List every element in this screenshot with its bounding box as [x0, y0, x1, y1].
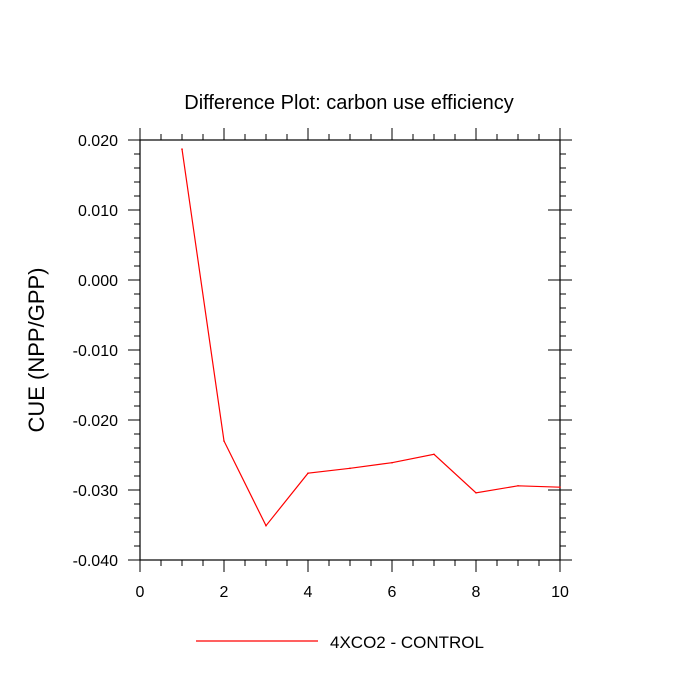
data-point [349, 467, 351, 470]
x-tick-label: 10 [551, 584, 569, 601]
data-point [181, 148, 183, 150]
y-tick-label: 0.000 [78, 273, 118, 290]
x-tick-label: 6 [388, 584, 397, 601]
data-point [391, 461, 393, 464]
y-tick-label: -0.030 [73, 483, 118, 500]
y-tick-label: 0.020 [78, 133, 118, 150]
data-point [475, 492, 477, 494]
series-line [181, 149, 561, 527]
series-layer [181, 148, 561, 527]
data-point [223, 440, 225, 442]
y-tick-label: 0.010 [78, 203, 118, 220]
y-axis-label: CUE (NPP/GPP) [24, 267, 49, 432]
data-point [307, 472, 309, 475]
x-tick-label: 8 [472, 584, 481, 601]
x-tick-label: 2 [220, 584, 229, 601]
plot-frame [139, 139, 561, 561]
axis-tick-labels: 0 2 4 6 8 10 0.020 0.010 0.000 -0.010 -0.020 -0.030… [73, 133, 569, 601]
axis-ticks [128, 128, 572, 572]
data-point [433, 453, 435, 456]
chart-title: Difference Plot: carbon use efficiency [184, 92, 513, 114]
legend: 4XCO2 - CONTROL [196, 633, 484, 652]
data-point [559, 486, 561, 489]
y-tick-label: -0.020 [73, 413, 118, 430]
data-point [265, 524, 267, 527]
legend-label: 4XCO2 - CONTROL [330, 633, 484, 652]
x-tick-label: 4 [304, 584, 313, 601]
data-point [517, 485, 519, 487]
y-tick-label: -0.010 [73, 343, 118, 360]
y-tick-label: -0.040 [73, 553, 118, 570]
x-tick-label: 0 [136, 584, 145, 601]
